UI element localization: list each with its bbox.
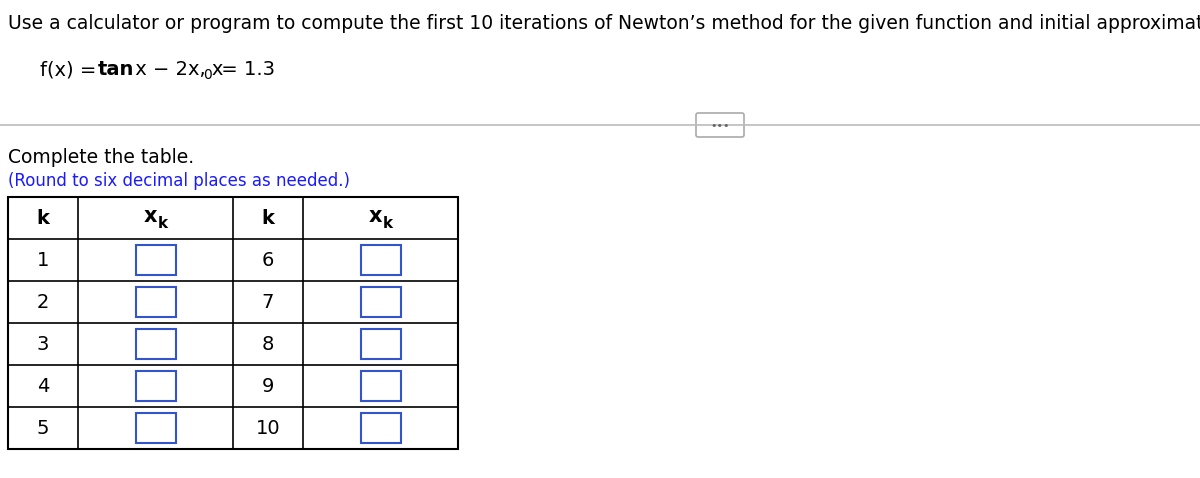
Text: = 1.3: = 1.3 <box>215 60 275 79</box>
Bar <box>136 329 175 359</box>
Bar <box>136 371 175 401</box>
Text: 4: 4 <box>37 377 49 395</box>
Text: 3: 3 <box>37 335 49 354</box>
Text: 8: 8 <box>262 335 274 354</box>
Text: 6: 6 <box>262 250 274 270</box>
Text: •••: ••• <box>710 121 730 131</box>
Text: 9: 9 <box>262 377 274 395</box>
Text: 2: 2 <box>37 293 49 312</box>
Bar <box>360 371 401 401</box>
Text: k: k <box>36 208 49 228</box>
Text: 5: 5 <box>37 419 49 437</box>
Bar <box>360 287 401 317</box>
Text: 1: 1 <box>37 250 49 270</box>
Text: 7: 7 <box>262 293 274 312</box>
Bar <box>360 245 401 275</box>
Bar <box>8 197 458 449</box>
Text: 0: 0 <box>203 68 211 82</box>
Text: k: k <box>383 216 392 230</box>
Bar <box>136 245 175 275</box>
Text: Complete the table.: Complete the table. <box>8 148 194 167</box>
Text: tan: tan <box>98 60 134 79</box>
Bar <box>360 329 401 359</box>
Text: (Round to six decimal places as needed.): (Round to six decimal places as needed.) <box>8 172 350 190</box>
Text: k: k <box>157 216 168 230</box>
Text: f(x) =: f(x) = <box>40 60 103 79</box>
FancyBboxPatch shape <box>696 113 744 137</box>
Text: k: k <box>262 208 275 228</box>
Bar <box>136 413 175 443</box>
Text: x: x <box>144 206 157 226</box>
Text: 10: 10 <box>256 419 281 437</box>
Text: Use a calculator or program to compute the first 10 iterations of Newton’s metho: Use a calculator or program to compute t… <box>8 14 1200 33</box>
Bar <box>136 287 175 317</box>
Bar <box>360 413 401 443</box>
Text: x − 2x, x: x − 2x, x <box>130 60 223 79</box>
Text: x: x <box>368 206 383 226</box>
